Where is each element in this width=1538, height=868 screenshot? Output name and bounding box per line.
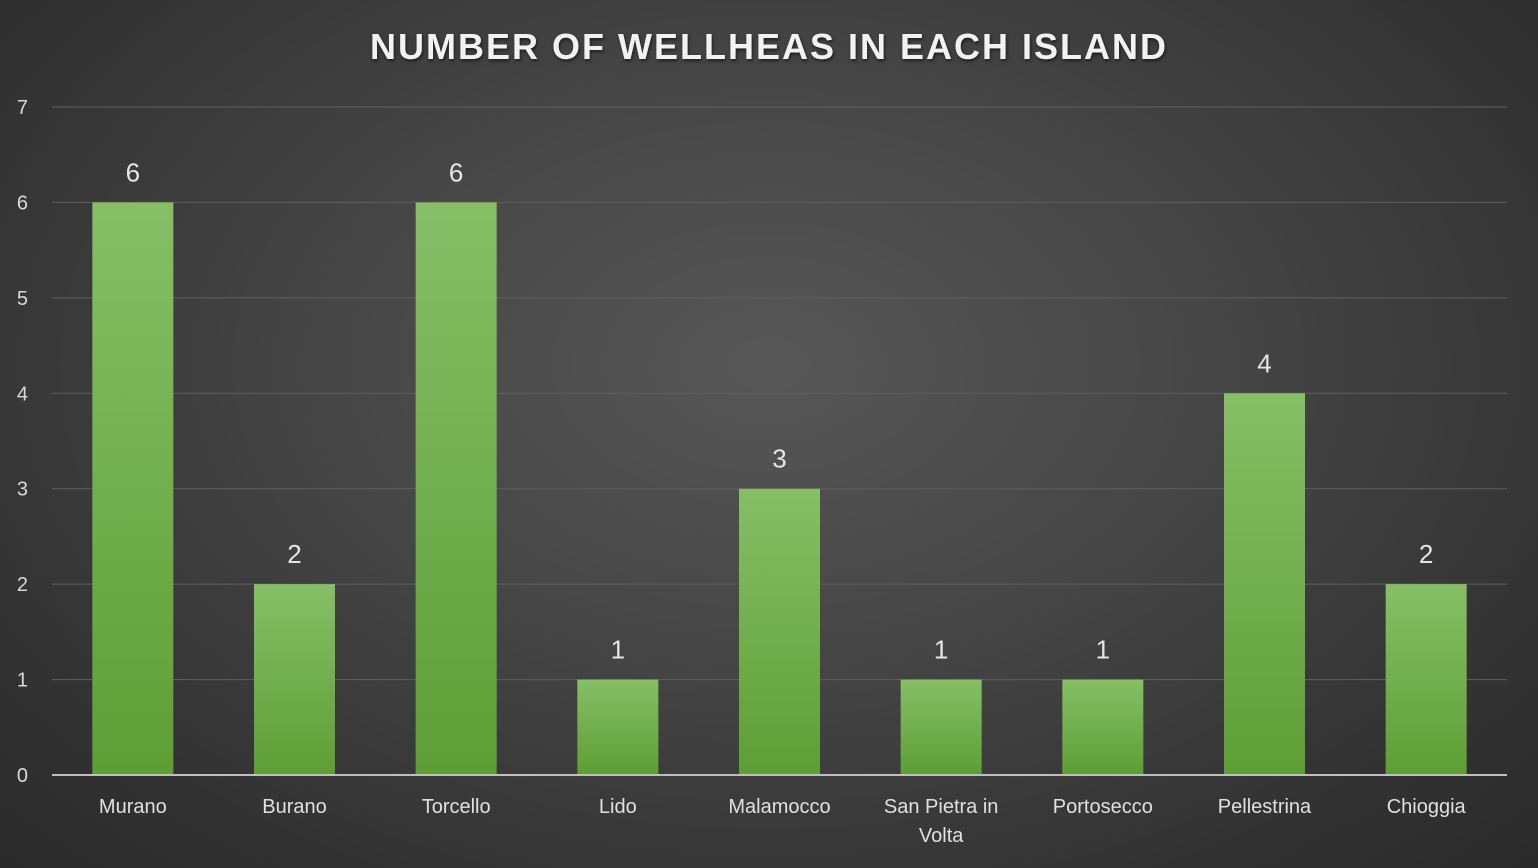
bar [1062,679,1144,775]
x-category-label: Murano [99,796,167,818]
bar [1385,584,1467,775]
bars [92,202,1467,775]
data-labels: 6 2 6 1 3 1 1 4 2 [126,157,1434,664]
data-label: 6 [449,157,463,187]
y-tick-label: 3 [17,479,28,501]
x-category-label: San Pietra in Volta [884,796,999,847]
bar [254,584,335,775]
data-label: 3 [772,444,786,474]
y-axis-ticks: 0 1 2 3 4 5 6 7 [17,97,28,787]
x-category-label: Chioggia [1387,796,1467,818]
y-tick-label: 1 [17,670,28,692]
bar [92,202,174,775]
bar [900,679,982,775]
data-label: 1 [611,635,625,665]
y-tick-label: 4 [17,383,28,405]
bar [739,488,820,775]
x-axis-categories: Murano Burano Torcello Lido Malamocco San Pie… [99,796,1467,847]
data-label: 4 [1257,348,1271,378]
data-label: 6 [126,157,140,187]
x-category-label: Torcello [422,796,491,818]
x-category-label: Burano [262,796,327,818]
x-category-label: Malamocco [728,796,830,818]
x-category-label: Lido [599,796,637,818]
chart-title: NUMBER OF WELLHEAS IN EACH ISLAND [370,26,1168,67]
bar [415,202,497,775]
y-tick-label: 7 [17,97,28,119]
x-category-label: Portosecco [1053,796,1153,818]
data-label: 2 [287,539,301,569]
y-tick-label: 0 [17,765,28,787]
data-label: 1 [934,635,948,665]
y-tick-label: 2 [17,574,28,596]
x-category-label: Pellestrina [1218,796,1312,818]
data-label: 1 [1096,635,1110,665]
bar [1224,393,1305,775]
data-label: 2 [1419,539,1433,569]
y-tick-label: 6 [17,192,28,214]
bar [577,679,659,775]
y-tick-label: 5 [17,288,28,310]
